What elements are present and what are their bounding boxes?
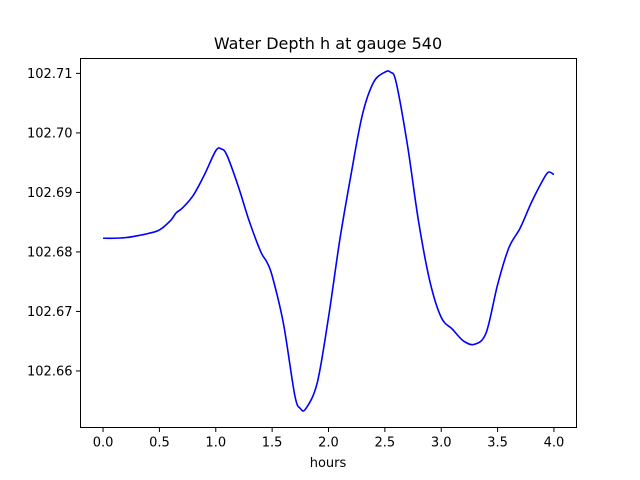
x-axis-label: hours bbox=[310, 456, 347, 471]
y-axis-ticks: 102.66 102.67 102.68 102.69 102.70 102.71 bbox=[27, 67, 81, 379]
x-tick-label: 1.0 bbox=[205, 436, 226, 451]
x-tick-label: 2.0 bbox=[318, 436, 339, 451]
y-tick-label: 102.70 bbox=[27, 126, 73, 141]
y-tick-label: 102.66 bbox=[27, 364, 73, 379]
x-tick-label: 1.5 bbox=[262, 436, 283, 451]
y-tick-label: 102.68 bbox=[27, 245, 73, 260]
x-tick-label: 4.0 bbox=[544, 436, 565, 451]
x-tick-label: 2.5 bbox=[375, 436, 396, 451]
x-tick-label: 3.5 bbox=[487, 436, 508, 451]
plot-frame bbox=[80, 58, 577, 428]
series-line bbox=[103, 70, 555, 412]
y-tick-label: 102.71 bbox=[27, 67, 73, 82]
x-axis-ticks: 0.0 0.5 1.0 1.5 2.0 2.5 3.0 3.5 4.0 bbox=[93, 427, 565, 451]
chart-title: Water Depth h at gauge 540 bbox=[214, 34, 442, 53]
x-tick-label: 0.5 bbox=[149, 436, 170, 451]
y-tick-label: 102.69 bbox=[27, 186, 73, 201]
plot-area bbox=[103, 70, 555, 412]
x-tick-label: 3.0 bbox=[431, 436, 452, 451]
y-tick-label: 102.67 bbox=[27, 305, 73, 320]
x-tick-label: 0.0 bbox=[93, 436, 114, 451]
